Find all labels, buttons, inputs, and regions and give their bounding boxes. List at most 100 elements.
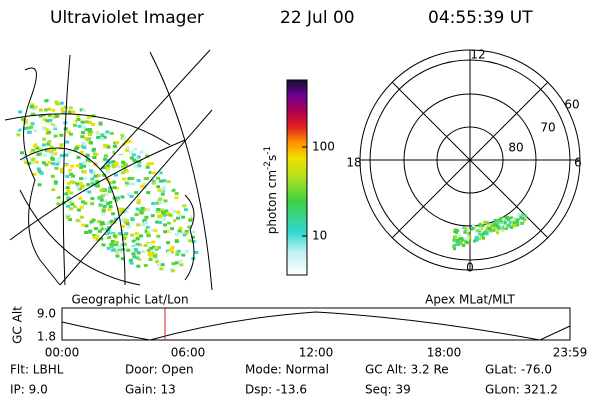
image-pixel — [38, 108, 43, 112]
image-pixel — [73, 147, 78, 151]
image-pixel — [162, 179, 167, 183]
image-pixel — [117, 232, 122, 236]
image-pixel — [144, 215, 149, 219]
aurora-pixel — [468, 236, 472, 240]
image-pixel — [82, 146, 87, 150]
footer-field: Flt: LBHL — [10, 363, 64, 377]
image-pixel — [98, 233, 103, 237]
image-pixel — [136, 201, 141, 205]
image-pixel — [170, 250, 174, 254]
image-pixel — [103, 157, 108, 161]
image-pixel — [132, 169, 137, 173]
image-pixel — [68, 218, 73, 222]
image-pixel — [194, 250, 199, 254]
image-pixel — [106, 167, 110, 171]
aurora-pixel — [489, 229, 493, 233]
aurora-pixel — [485, 228, 489, 231]
image-pixel — [154, 256, 159, 260]
image-pixel — [117, 248, 122, 252]
image-pixel — [51, 122, 55, 126]
image-pixel — [145, 165, 150, 169]
aurora-pixel — [478, 227, 482, 231]
image-pixel — [155, 269, 160, 273]
aurora-pixel — [493, 218, 497, 222]
aurora-pixel — [466, 231, 470, 235]
image-pixel — [36, 167, 41, 171]
image-pixel — [64, 163, 68, 167]
image-pixel — [125, 149, 130, 152]
image-pixel — [135, 207, 140, 211]
image-pixel — [111, 212, 116, 216]
image-pixel — [146, 231, 151, 235]
image-pixel — [93, 174, 98, 178]
aurora-pixel — [495, 223, 499, 227]
image-pixel — [121, 217, 126, 221]
image-pixel — [63, 105, 68, 109]
image-pixel — [128, 189, 132, 193]
image-pixel — [51, 157, 55, 161]
image-pixel — [33, 143, 38, 147]
image-pixel — [99, 198, 104, 202]
image-pixel — [106, 145, 111, 149]
aurora-pixel — [478, 232, 482, 236]
image-pixel — [52, 148, 57, 151]
image-pixel — [44, 99, 49, 103]
image-pixel — [77, 170, 82, 174]
image-pixel — [166, 241, 170, 245]
image-pixel — [75, 182, 80, 186]
image-pixel — [116, 136, 121, 140]
image-pixel — [65, 186, 70, 190]
image-pixel — [170, 245, 175, 249]
image-pixel — [46, 154, 51, 158]
image-pixel — [84, 128, 89, 132]
image-pixel — [124, 169, 129, 173]
y-tick-label: 1.8 — [37, 330, 56, 344]
image-pixel — [153, 229, 158, 233]
aurora-pixel — [486, 221, 490, 225]
unit-exp: -2 — [263, 161, 273, 170]
image-pixel — [53, 193, 58, 197]
image-pixel — [188, 218, 193, 222]
image-pixel — [51, 162, 55, 166]
image-pixel — [115, 240, 119, 244]
image-pixel — [130, 176, 135, 180]
image-pixel — [55, 102, 60, 106]
image-pixel — [134, 213, 139, 217]
image-pixel — [166, 211, 171, 215]
aurora-pixel — [477, 223, 481, 227]
image-pixel — [30, 112, 35, 116]
image-pixel — [131, 252, 136, 256]
image-pixel — [89, 220, 94, 224]
image-pixel — [106, 217, 111, 221]
image-pixel — [113, 163, 118, 167]
image-pixel — [155, 201, 160, 205]
image-pixel — [111, 165, 116, 169]
image-pixel — [114, 161, 119, 165]
image-pixel — [166, 251, 171, 255]
image-pixel — [29, 151, 34, 155]
image-pixel — [148, 254, 153, 258]
image-pixel — [52, 125, 57, 129]
image-pixel — [168, 213, 173, 217]
image-pixel — [53, 110, 58, 114]
image-pixel — [41, 114, 46, 118]
image-pixel — [121, 171, 125, 175]
image-pixel — [143, 208, 148, 212]
image-pixel — [120, 133, 125, 137]
image-pixel — [79, 205, 84, 209]
image-pixel — [56, 172, 60, 176]
image-pixel — [65, 214, 70, 218]
image-pixel — [135, 256, 140, 260]
image-pixel — [102, 135, 107, 139]
image-pixel — [72, 181, 77, 185]
image-pixel — [65, 140, 70, 144]
image-pixel — [106, 246, 111, 250]
image-pixel — [65, 173, 70, 176]
image-pixel — [172, 209, 177, 213]
image-pixel — [42, 154, 47, 157]
image-pixel — [127, 139, 132, 143]
image-pixel — [107, 236, 112, 240]
image-pixel — [56, 202, 61, 206]
aurora-pixel — [472, 223, 476, 227]
image-pixel — [85, 158, 90, 162]
